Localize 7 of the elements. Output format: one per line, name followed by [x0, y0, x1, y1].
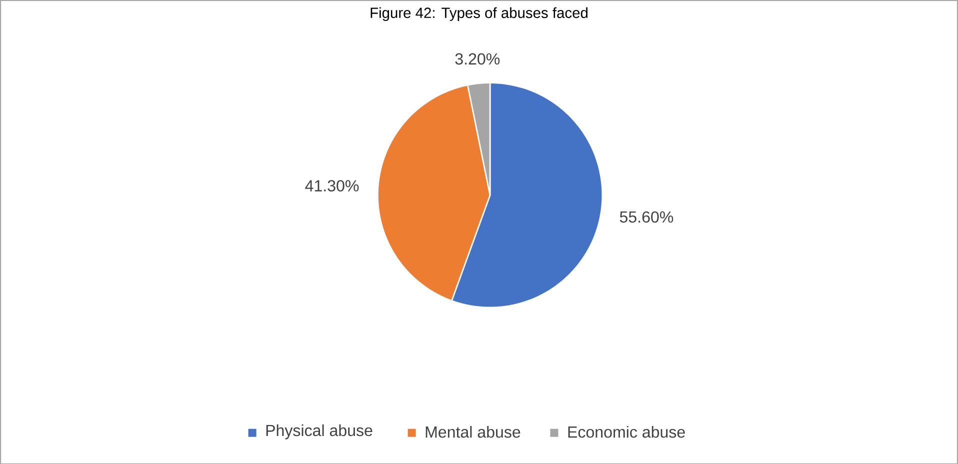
legend-label: Economic abuse [568, 426, 685, 438]
chart-title: Figure 42: Types of abuses faced [370, 7, 588, 21]
legend-label: Physical abuse [266, 424, 372, 440]
data-label: 41.30% [305, 180, 359, 192]
data-label: 3.20% [455, 53, 500, 64]
data-label: 55.60% [620, 211, 674, 222]
legend-label: Mental abuse [426, 426, 520, 438]
